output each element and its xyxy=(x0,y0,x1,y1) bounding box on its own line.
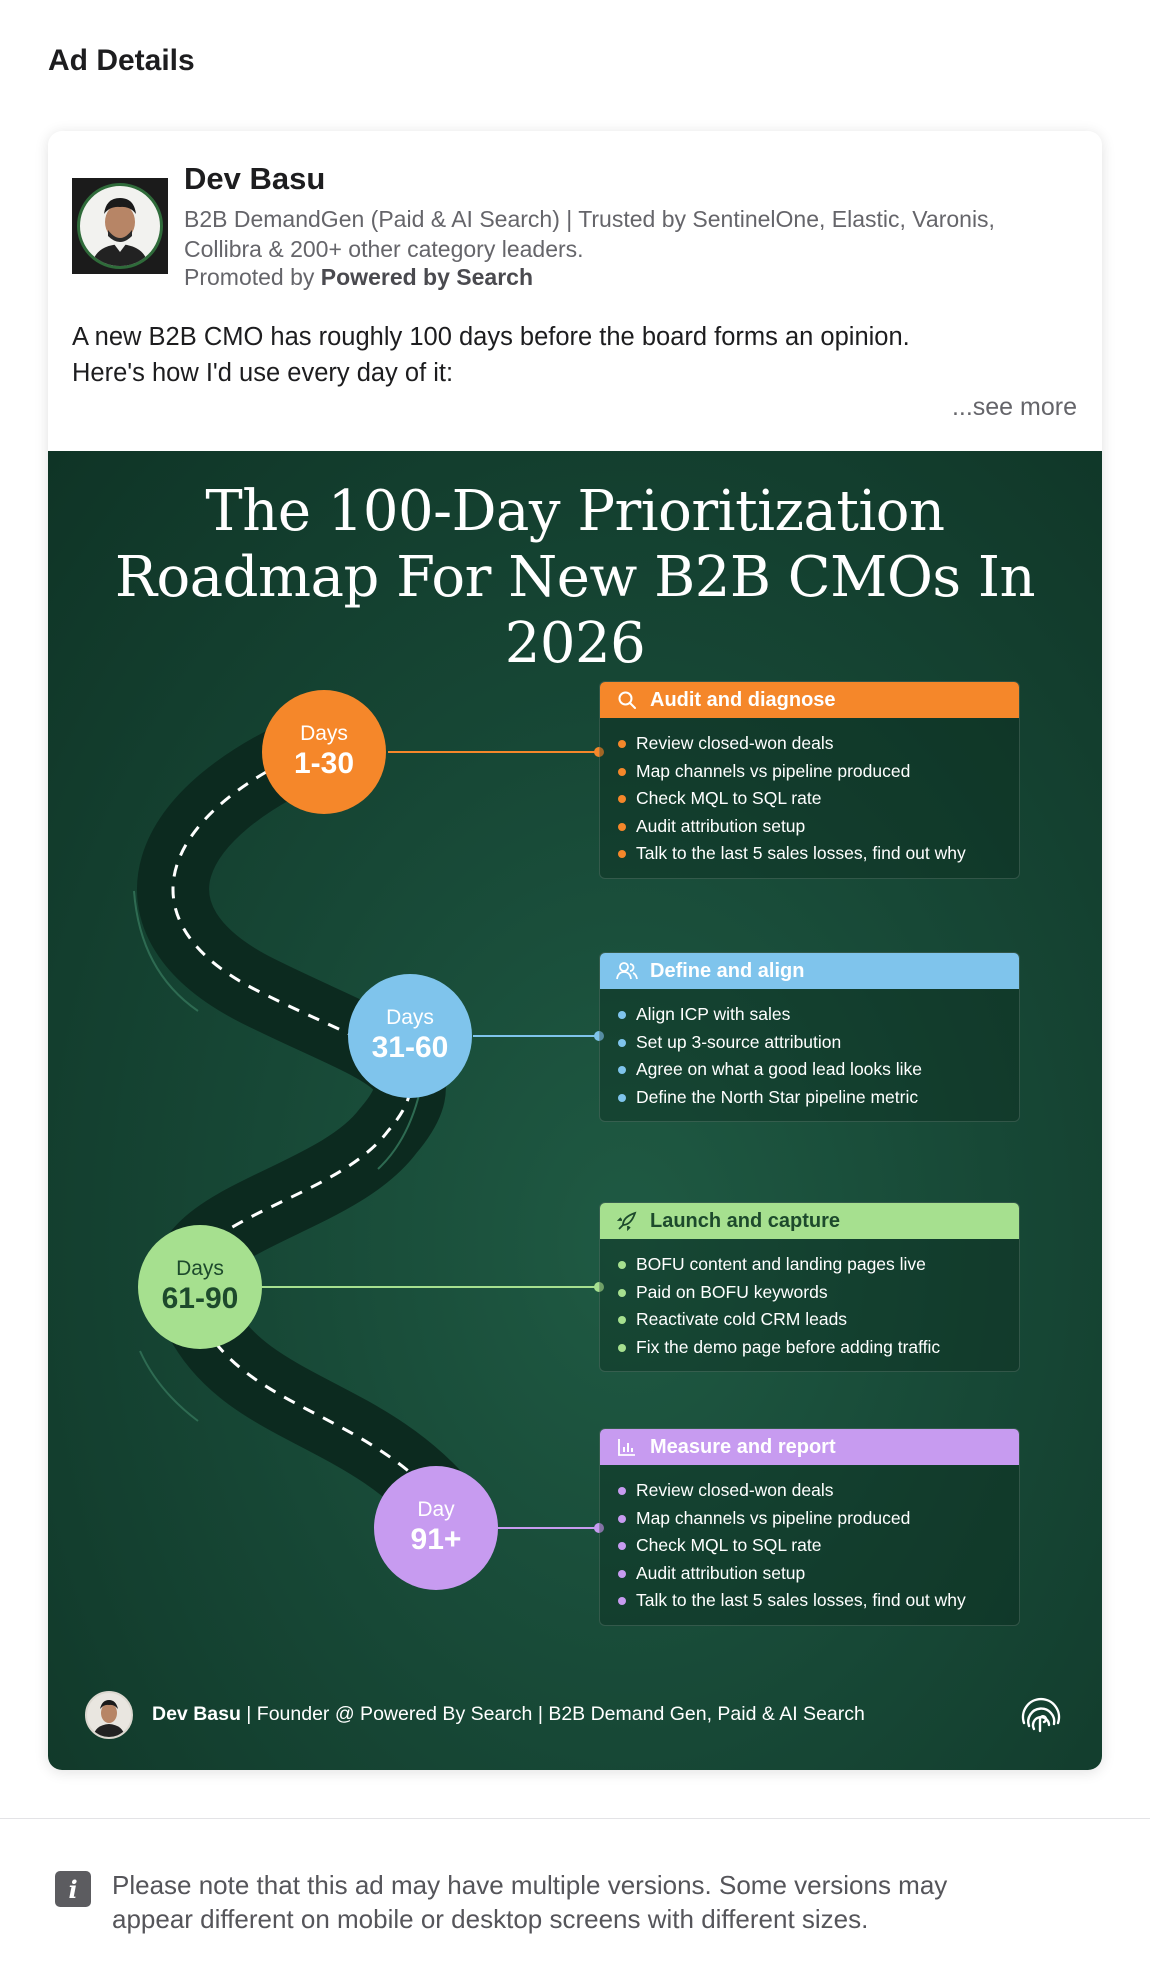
phase-circle-range: 31-60 xyxy=(371,1031,449,1064)
headline-line: Collibra & 200+ other category leaders. xyxy=(184,236,584,262)
search-icon xyxy=(616,689,638,711)
person-icon xyxy=(93,1700,125,1737)
connector-lines xyxy=(248,747,604,1533)
phase-circle-label: Days xyxy=(176,1257,224,1280)
phase-item: Paid on BOFU keywords xyxy=(618,1279,1019,1307)
phase-circle-range: 1-30 xyxy=(293,747,355,780)
see-more-link[interactable]: ...see more xyxy=(951,393,1077,421)
phase-item-list: Review closed-won deals Map channels vs p… xyxy=(600,1465,1019,1615)
users-icon xyxy=(616,960,638,982)
advertiser-avatar[interactable] xyxy=(72,178,168,274)
phase-item: Talk to the last 5 sales losses, find ou… xyxy=(618,1587,1019,1615)
footer-separator: | xyxy=(537,1703,543,1725)
phase-item: Align ICP with sales xyxy=(618,1001,1019,1029)
phase-item: BOFU content and landing pages live xyxy=(618,1251,1019,1279)
phase-item: Review closed-won deals xyxy=(618,1477,1019,1505)
notice-line: Please note that this ad may have multip… xyxy=(112,1870,948,1900)
phase-box-header: Launch and capture xyxy=(600,1203,1019,1239)
phase-box-header: Measure and report xyxy=(600,1429,1019,1465)
body-line: Here's how I'd use every day of it: xyxy=(72,359,454,387)
ad-body-text: A new B2B CMO has roughly 100 days befor… xyxy=(72,319,1082,391)
section-divider xyxy=(0,1818,1150,1819)
phase-box-title: Audit and diagnose xyxy=(650,688,836,711)
phase-circle-3: Days 61-90 xyxy=(138,1225,262,1349)
phase-item: Check MQL to SQL rate xyxy=(618,1532,1019,1560)
page-title: Ad Details xyxy=(48,44,195,77)
phase-box-3: Launch and capture BOFU content and landi… xyxy=(599,1202,1020,1372)
ad-creative-image[interactable]: The 100-Day Prioritization Roadmap For N… xyxy=(48,451,1102,1770)
phase-item: Map channels vs pipeline produced xyxy=(618,1505,1019,1533)
phase-circle-label: Days xyxy=(300,722,348,745)
promoted-prefix: Promoted by xyxy=(184,264,315,290)
person-icon xyxy=(92,198,148,266)
phase-item: Agree on what a good lead looks like xyxy=(618,1056,1019,1084)
phase-item: Audit attribution setup xyxy=(618,813,1019,841)
phase-circle-2: Days 31-60 xyxy=(348,974,472,1098)
phase-item: Reactivate cold CRM leads xyxy=(618,1306,1019,1334)
body-line: A new B2B CMO has roughly 100 days befor… xyxy=(72,323,910,351)
phase-circle-label: Days xyxy=(386,1006,434,1029)
phase-item: Talk to the last 5 sales losses, find ou… xyxy=(618,840,1019,868)
phase-box-title: Launch and capture xyxy=(650,1209,841,1232)
phase-box-header: Define and align xyxy=(600,953,1019,989)
footer-role: Founder @ Powered By Search xyxy=(256,1703,533,1725)
phase-box-1: Audit and diagnose Review closed-won deal… xyxy=(599,681,1020,879)
phase-circle-range: 91+ xyxy=(410,1523,462,1556)
phase-item: Define the North Star pipeline metric xyxy=(618,1084,1019,1112)
ad-card: Dev Basu B2B DemandGen (Paid & AI Search… xyxy=(48,131,1102,1770)
creative-title-line: The 100-Day Prioritization xyxy=(205,479,945,544)
footer-name: Dev Basu xyxy=(152,1703,241,1725)
phase-item-list: BOFU content and landing pages live Paid … xyxy=(600,1239,1019,1361)
advertiser-headline: B2B DemandGen (Paid & AI Search) | Trust… xyxy=(184,204,1084,264)
phase-circle-4: Day 91+ xyxy=(374,1466,498,1590)
phase-item: Map channels vs pipeline produced xyxy=(618,758,1019,786)
creative-title: The 100-Day Prioritization Roadmap For N… xyxy=(48,479,1102,677)
phase-box-2: Define and align Align ICP with sales Set … xyxy=(599,952,1020,1122)
advertiser-name[interactable]: Dev Basu xyxy=(184,161,326,196)
bar-chart-icon xyxy=(616,1436,638,1458)
creative-footer: Dev Basu | Founder @ Powered By Search |… xyxy=(48,1681,1102,1751)
phase-item-list: Align ICP with sales Set up 3-source attr… xyxy=(600,989,1019,1111)
phase-item: Audit attribution setup xyxy=(618,1560,1019,1588)
phase-item: Check MQL to SQL rate xyxy=(618,785,1019,813)
creative-title-line: Roadmap For New B2B CMOs In 2026 xyxy=(114,545,1036,676)
notice-line: appear different on mobile or desktop sc… xyxy=(112,1904,869,1934)
promoted-by: Promoted by Powered by Search xyxy=(184,264,533,291)
footer-avatar xyxy=(85,1691,133,1739)
headline-line: B2B DemandGen (Paid & AI Search) | Trust… xyxy=(184,206,995,232)
ad-header: Dev Basu B2B DemandGen (Paid & AI Search… xyxy=(48,131,1102,451)
footer-byline: Dev Basu | Founder @ Powered By Search |… xyxy=(152,1703,865,1726)
footer-separator: | xyxy=(246,1703,252,1725)
phase-box-title: Define and align xyxy=(650,959,805,982)
phase-circle-1: Days 1-30 xyxy=(262,690,386,814)
phase-box-header: Audit and diagnose xyxy=(600,682,1019,718)
phase-box-title: Measure and report xyxy=(650,1435,836,1458)
versions-notice: Please note that this ad may have multip… xyxy=(112,1868,1112,1936)
phase-item-list: Review closed-won deals Map channels vs p… xyxy=(600,718,1019,868)
roadmap-path xyxy=(133,707,604,1547)
phase-circle-label: Day xyxy=(417,1498,455,1521)
promoted-company[interactable]: Powered by Search xyxy=(320,264,533,290)
phase-item: Review closed-won deals xyxy=(618,730,1019,758)
phase-box-4: Measure and report Review closed-won deal… xyxy=(599,1428,1020,1626)
phase-item: Set up 3-source attribution xyxy=(618,1029,1019,1057)
phase-circle-range: 61-90 xyxy=(161,1282,239,1315)
fingerprint-logo-icon xyxy=(1021,1697,1061,1733)
info-icon: i xyxy=(55,1871,91,1907)
footer-tagline: B2B Demand Gen, Paid & AI Search xyxy=(548,1703,865,1725)
phase-item: Fix the demo page before adding traffic xyxy=(618,1334,1019,1362)
rocket-icon xyxy=(616,1210,638,1232)
